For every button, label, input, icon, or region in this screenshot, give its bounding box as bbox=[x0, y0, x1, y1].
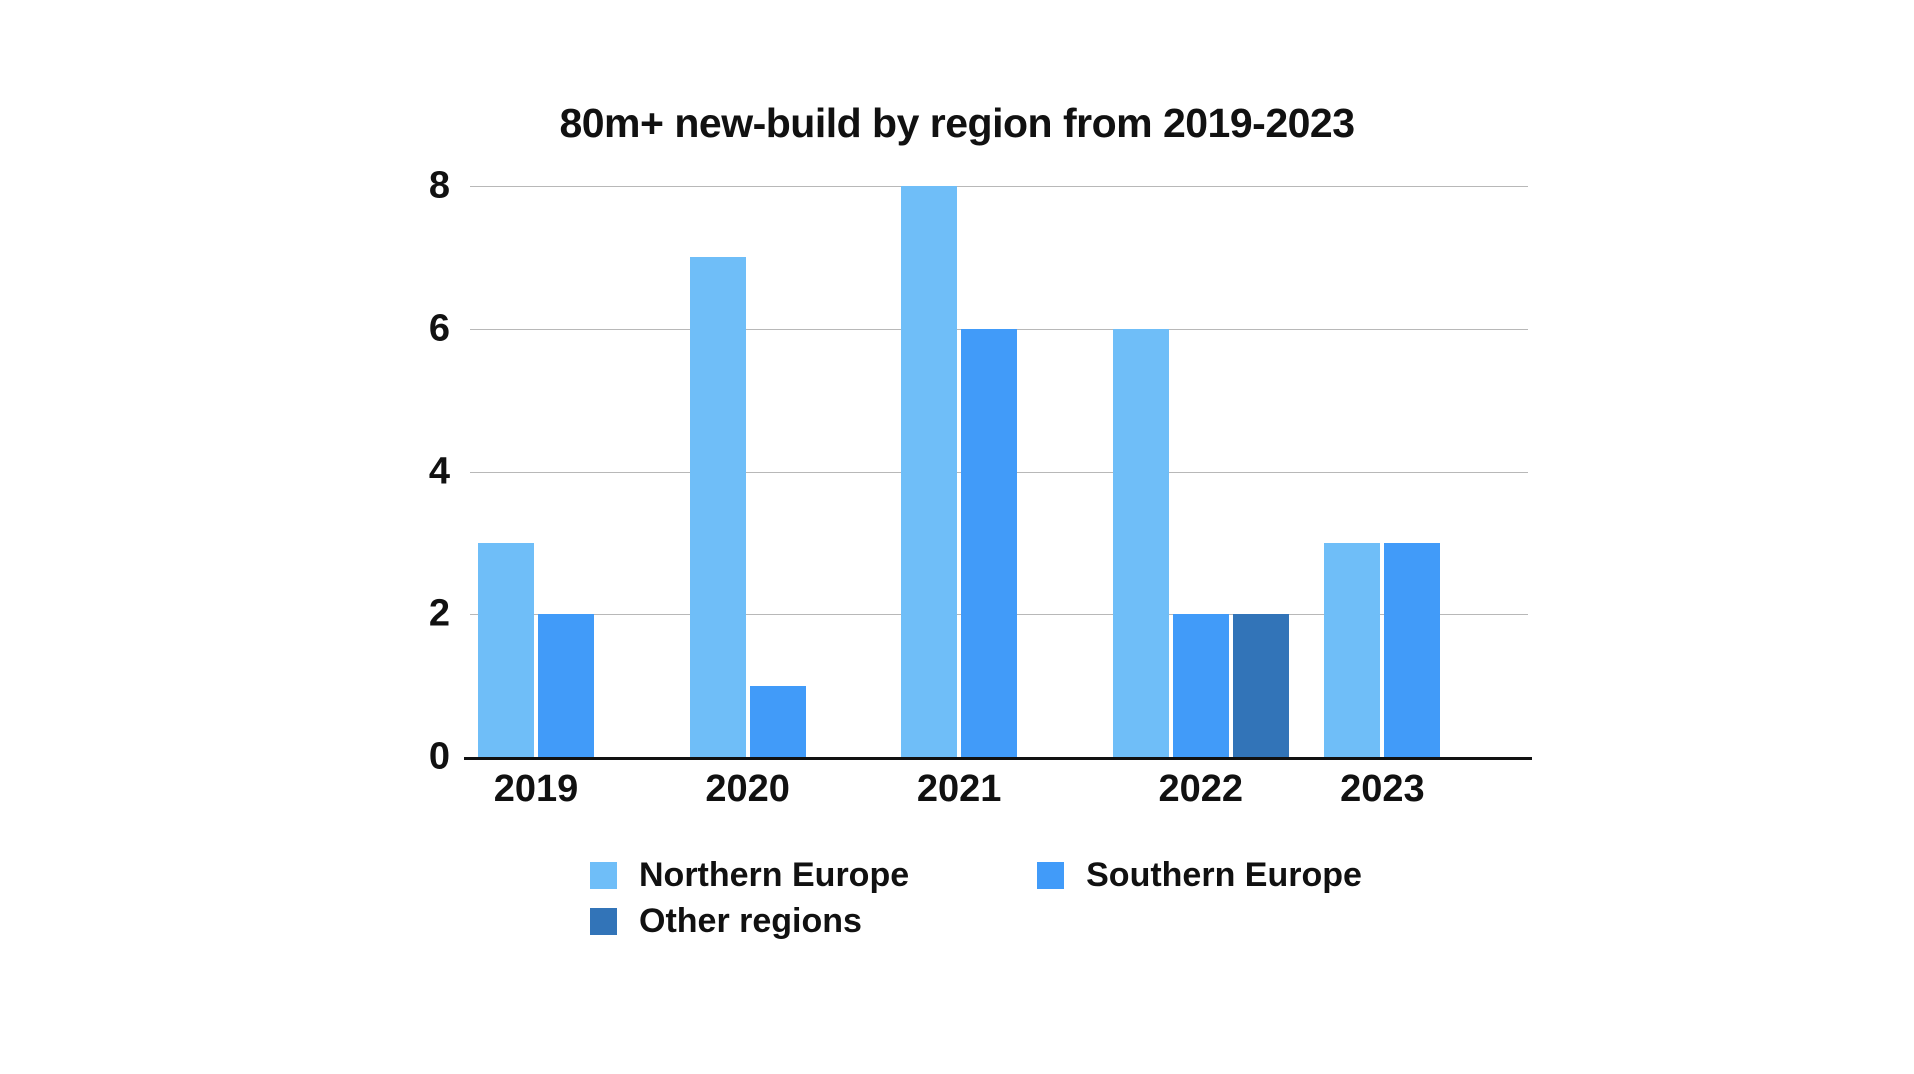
chart-title: 80m+ new-build by region from 2019-2023 bbox=[559, 100, 1355, 146]
legend-row: Other regions bbox=[590, 901, 1490, 941]
bar-group-2019 bbox=[470, 186, 682, 757]
y-axis-tick-label: 4 bbox=[428, 450, 450, 492]
x-axis-line bbox=[464, 757, 1532, 760]
legend-label-northern-europe: Northern Europe bbox=[639, 855, 910, 894]
x-axis-tick-label-2019: 2019 bbox=[493, 768, 579, 810]
x-axis-tick-label-2022: 2022 bbox=[1158, 768, 1244, 810]
bar[interactable] bbox=[1232, 614, 1289, 757]
legend-item-southern-europe[interactable]: Southern Europe bbox=[1037, 856, 1362, 895]
gridline bbox=[470, 186, 1528, 187]
bar[interactable] bbox=[1172, 614, 1229, 757]
bar[interactable] bbox=[1112, 328, 1169, 757]
bar[interactable] bbox=[961, 328, 1018, 757]
legend-swatch-icon bbox=[1037, 861, 1065, 889]
y-axis-tick-labels: 0 2 4 6 8 bbox=[380, 165, 450, 778]
legend-swatch-icon bbox=[590, 907, 617, 935]
bar[interactable] bbox=[538, 614, 594, 757]
x-axis-tick-label-2023: 2023 bbox=[1340, 768, 1425, 810]
bar[interactable] bbox=[901, 186, 958, 757]
bar-group-2023 bbox=[1316, 186, 1528, 757]
y-axis-tick-label: 6 bbox=[428, 307, 450, 350]
x-axis-tick-label-2021: 2021 bbox=[916, 768, 1002, 810]
chart-legend: Northern Europe Southern Europe Other re… bbox=[590, 855, 1490, 941]
legend-item-northern-europe[interactable]: Northern Europe bbox=[590, 856, 909, 895]
y-axis-tick-label: 0 bbox=[428, 735, 450, 778]
bars-layer bbox=[470, 186, 1528, 757]
bar[interactable] bbox=[689, 257, 746, 757]
bar-group-2021 bbox=[893, 186, 1105, 757]
bar-group-2022 bbox=[1105, 186, 1317, 757]
legend-item-other-regions[interactable]: Other regions bbox=[590, 902, 862, 941]
bar[interactable] bbox=[1324, 542, 1381, 757]
bar[interactable] bbox=[1384, 542, 1441, 757]
y-axis-tick-label: 8 bbox=[428, 164, 450, 207]
bar[interactable] bbox=[749, 685, 806, 757]
bar[interactable] bbox=[478, 542, 534, 757]
legend-label-other-regions: Other regions bbox=[639, 901, 862, 940]
y-axis-tick-label: 2 bbox=[428, 592, 450, 635]
legend-row: Northern Europe Southern Europe bbox=[590, 855, 1490, 895]
legend-swatch-icon bbox=[590, 861, 617, 889]
bar-group-2020 bbox=[682, 186, 894, 757]
x-axis-tick-labels: 2019 2020 2021 2022 2023 bbox=[470, 768, 1528, 828]
x-axis-tick-label-2020: 2020 bbox=[705, 768, 790, 810]
legend-label-southern-europe: Southern Europe bbox=[1086, 855, 1362, 894]
